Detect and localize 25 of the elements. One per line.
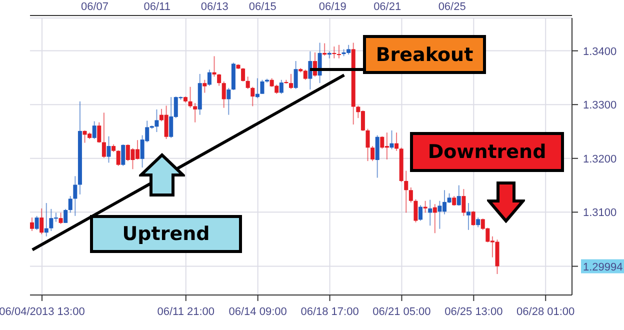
text: 06/07	[80, 1, 109, 13]
y-tick-label: 1.3100	[583, 207, 617, 220]
annotation: Breakout	[376, 44, 474, 66]
y-tick-label: 1.3200	[583, 153, 617, 166]
x-tick-label: 06/18 17:00	[300, 306, 359, 318]
x-tick-label: 06/21 05:00	[372, 306, 431, 318]
text: 06/21	[374, 1, 402, 13]
annotation: Uptrend	[122, 223, 210, 245]
text: 06/15	[248, 1, 276, 13]
x-tick-label: 06/14 09:00	[228, 306, 287, 318]
y-tick-label: 1.3300	[583, 100, 617, 112]
x-tick-label: 06/28 01:00	[516, 306, 575, 318]
y-tick-label: 1.3400	[583, 46, 617, 58]
annotation: Downtrend	[428, 141, 546, 163]
x-tick-label: 06/25 13:00	[444, 306, 503, 318]
callout-box: Uptrend	[90, 215, 242, 253]
y-tick-label: 1.29994	[583, 261, 623, 274]
candlestick	[64, 208, 68, 224]
x-tick-label: 06/04/2013 13:00	[0, 306, 85, 318]
x-tick-label: 06/11 21:00	[157, 306, 215, 318]
callout-box: Downtrend	[410, 132, 564, 172]
text: 06/11	[144, 1, 170, 13]
text: 06/25	[438, 1, 466, 13]
text: 06/13	[200, 1, 228, 13]
text: 06/19	[318, 1, 346, 13]
